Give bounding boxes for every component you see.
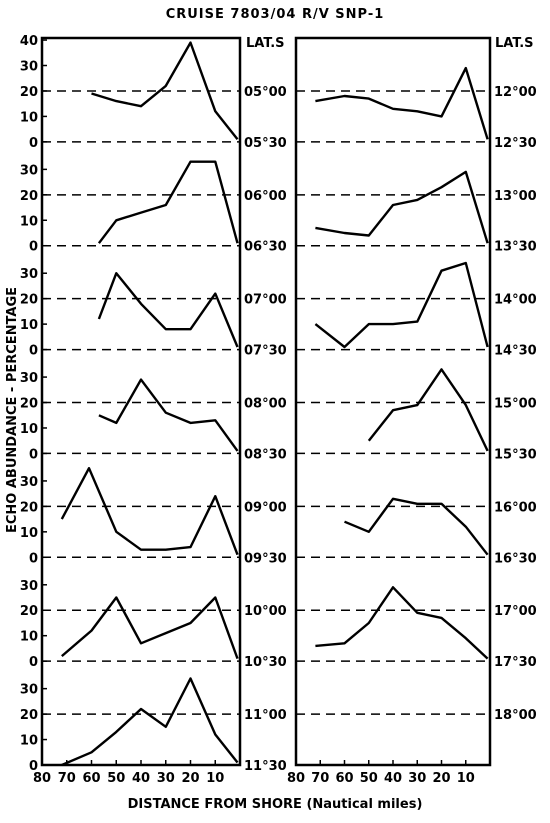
right-series-line-17°00 <box>315 586 489 660</box>
y-tick-label: 10 <box>20 214 38 229</box>
right-lat-label: 18°00 <box>494 708 537 723</box>
left-lat-label: 10°30 <box>244 655 287 670</box>
right-series-line-13°00 <box>315 170 489 244</box>
x-tick-label: 40 <box>384 771 402 786</box>
right-lat-label: 14°30 <box>494 344 537 359</box>
x-tick-label: 70 <box>311 771 329 786</box>
x-tick-label: 80 <box>33 771 51 786</box>
right-series-line-14°00 <box>314 261 489 349</box>
y-tick-label: 20 <box>20 293 38 308</box>
y-tick-label: 10 <box>20 110 38 125</box>
left-lat-label: 09°00 <box>244 500 287 515</box>
x-tick-label: 60 <box>82 771 100 786</box>
right-lat-label: 13°00 <box>494 189 537 204</box>
y-tick-label: 20 <box>20 604 38 619</box>
left-lat-label: 05°30 <box>244 136 287 151</box>
y-tick-label: 30 <box>20 60 38 75</box>
right-lat-label: 15°00 <box>494 397 537 412</box>
y-tick-label: 30 <box>20 579 38 594</box>
y-tick-label: 30 <box>20 371 38 386</box>
left-panel-frame <box>40 36 242 767</box>
right-lat-label: 16°00 <box>494 500 537 515</box>
right-lat-label: 17°00 <box>494 604 537 619</box>
left-lat-label: 06°00 <box>244 189 287 204</box>
x-axis-label: DISTANCE FROM SHORE (Nautical miles) <box>128 797 423 812</box>
chart-title: CRUISE 7803/04 R/V SNP-1 <box>166 7 385 22</box>
y-tick-label: 0 <box>29 136 38 151</box>
x-tick-label: 80 <box>287 771 305 786</box>
x-tick-label: 20 <box>181 771 199 786</box>
left-series-line-11°00 <box>61 677 239 767</box>
right-series-line-16°00 <box>344 497 489 556</box>
y-tick-label: 0 <box>29 344 38 359</box>
right-lat-label: 17°30 <box>494 655 537 670</box>
left-lat-label: 08°30 <box>244 447 287 462</box>
y-tick-label: 10 <box>20 318 38 333</box>
left-series-line-07°00 <box>97 272 239 348</box>
left-series-line-06°00 <box>97 160 239 244</box>
y-axis-label: ECHO ABUNDANCE - PERCENTAGE <box>5 287 20 533</box>
x-tick-label: 10 <box>206 771 224 786</box>
left-lat-label: 05°00 <box>244 85 287 100</box>
right-lat-label: 12°00 <box>494 85 537 100</box>
y-tick-label: 30 <box>20 683 38 698</box>
y-tick-label: 10 <box>20 734 38 749</box>
x-tick-label: 50 <box>107 771 125 786</box>
left-series-line-09°00 <box>60 467 239 556</box>
y-tick-label: 0 <box>29 447 38 462</box>
left-series-line-08°00 <box>98 378 239 452</box>
y-tick-label: 30 <box>20 475 38 490</box>
y-tick-label: 40 <box>20 34 38 49</box>
x-tick-label: 60 <box>335 771 353 786</box>
left-series-line-10°00 <box>61 596 239 660</box>
y-tick-label: 20 <box>20 708 38 723</box>
right-lat-label: 14°00 <box>494 293 537 308</box>
y-tick-label: 10 <box>20 526 38 541</box>
right-series-line-15°00 <box>367 368 489 452</box>
left-lat-label: 08°00 <box>244 397 287 412</box>
y-tick-label: 0 <box>29 655 38 670</box>
left-series-line-05°00 <box>91 41 239 141</box>
x-tick-label: 40 <box>132 771 150 786</box>
right-lat-label: 12°30 <box>494 136 537 151</box>
left-lat-label: 11°00 <box>244 708 287 723</box>
lat-header-right: LAT.S <box>495 36 534 51</box>
x-tick-label: 10 <box>457 771 475 786</box>
x-tick-label: 70 <box>58 771 76 786</box>
right-series-line-12°00 <box>315 66 489 140</box>
y-tick-label: 20 <box>20 397 38 412</box>
y-tick-label: 0 <box>29 551 38 566</box>
left-lat-label: 07°00 <box>244 293 287 308</box>
y-tick-label: 0 <box>29 759 38 774</box>
y-tick-label: 20 <box>20 500 38 515</box>
left-lat-label: 07°30 <box>244 344 287 359</box>
left-lat-label: 11°30 <box>244 759 287 774</box>
y-tick-label: 20 <box>20 189 38 204</box>
y-tick-label: 30 <box>20 163 38 178</box>
x-tick-label: 30 <box>408 771 426 786</box>
lat-header-left: LAT.S <box>246 36 285 51</box>
left-lat-label: 10°00 <box>244 604 287 619</box>
x-tick-label: 50 <box>360 771 378 786</box>
left-lat-label: 09°30 <box>244 551 287 566</box>
right-lat-label: 13°30 <box>494 240 537 255</box>
y-tick-label: 0 <box>29 240 38 255</box>
y-tick-label: 10 <box>20 422 38 437</box>
x-tick-label: 30 <box>157 771 175 786</box>
y-tick-label: 20 <box>20 85 38 100</box>
right-panel-frame <box>294 36 492 767</box>
x-tick-label: 20 <box>432 771 450 786</box>
y-tick-label: 30 <box>20 267 38 282</box>
right-lat-label: 15°30 <box>494 447 537 462</box>
left-lat-label: 06°30 <box>244 240 287 255</box>
right-lat-label: 16°30 <box>494 551 537 566</box>
y-tick-label: 10 <box>20 630 38 645</box>
